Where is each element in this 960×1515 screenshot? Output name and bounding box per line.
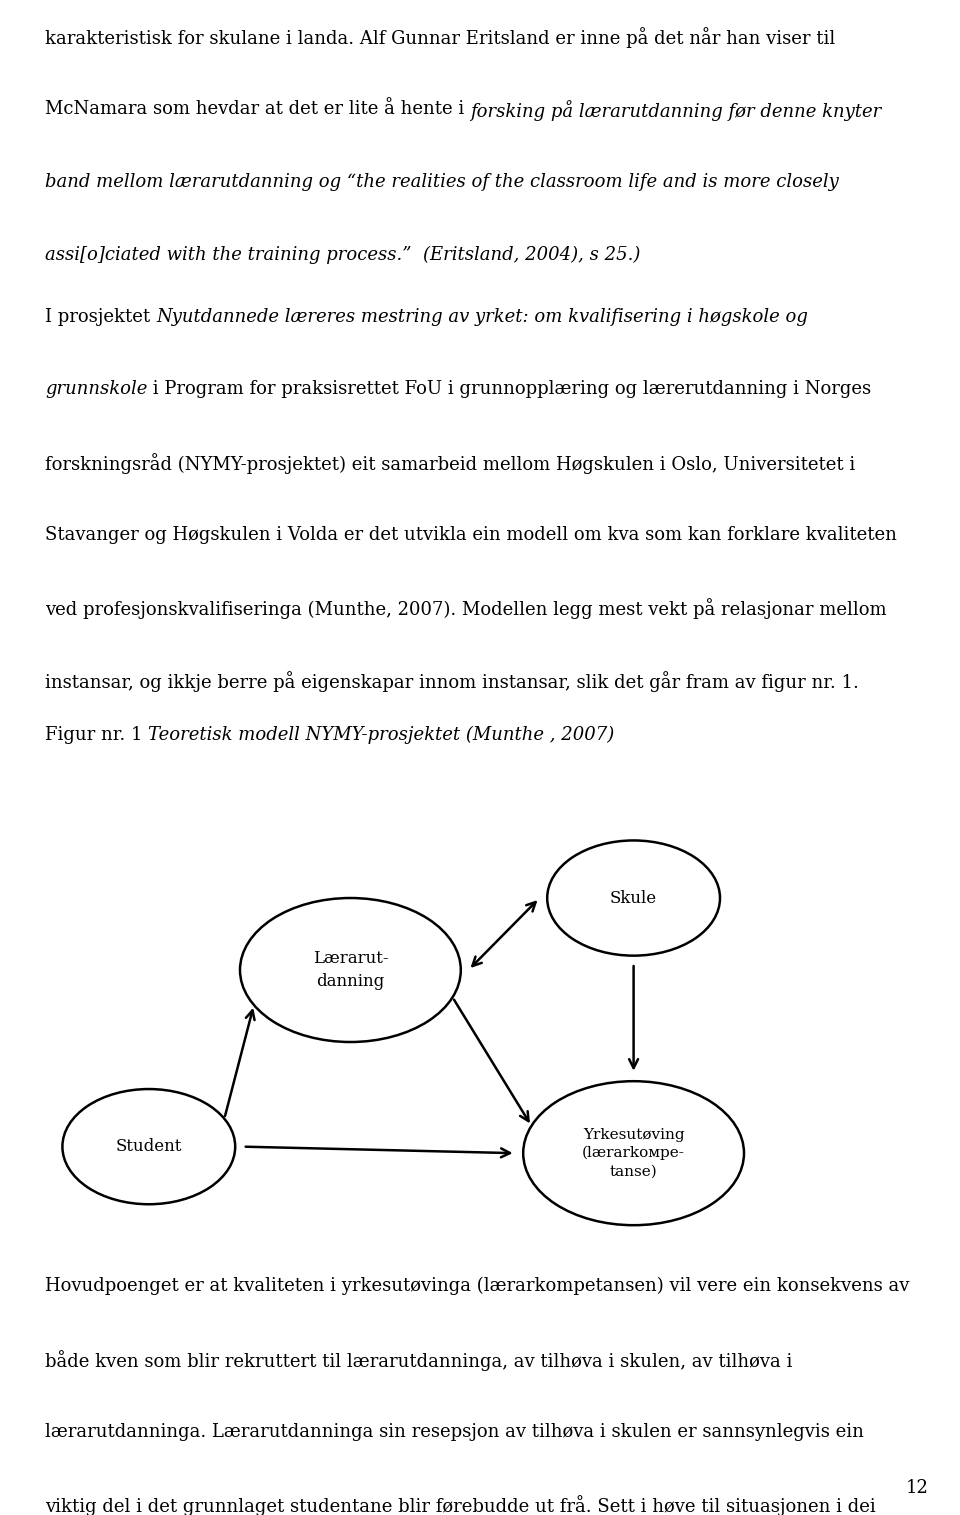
Text: Lærarut-
danning: Lærarut- danning xyxy=(313,950,388,989)
Text: forskningsråd (NYMY-prosjektet) eit samarbeid mellom Høgskulen i Oslo, Universit: forskningsråd (NYMY-prosjektet) eit sama… xyxy=(45,453,855,474)
Text: Teoretisk modell NYMY-prosjektet (Munthe , 2007): Teoretisk modell NYMY-prosjektet (Munthe… xyxy=(149,726,614,744)
Text: Stavanger og Høgskulen i Volda er det utvikla ein modell om kva som kan forklare: Stavanger og Høgskulen i Volda er det ut… xyxy=(45,526,897,544)
Text: viktig del i det grunnlaget studentane blir førebudde ut frå. Sett i høve til si: viktig del i det grunnlaget studentane b… xyxy=(45,1495,876,1515)
Text: Yrkesutøving
(lærarkомpe-
tanse): Yrkesutøving (lærarkомpe- tanse) xyxy=(582,1127,685,1179)
Text: forsking på lærarutdanning før denne knyter: forsking på lærarutdanning før denne kny… xyxy=(470,100,881,121)
FancyArrowPatch shape xyxy=(629,967,638,1068)
Text: Student: Student xyxy=(115,1138,182,1154)
Text: band mellom lærarutdanning og “the realities of the classroom life and is more c: band mellom lærarutdanning og “the reali… xyxy=(45,173,839,191)
Text: lærarutdanninga. Lærarutdanninga sin resepsjon av tilhøva i skulen er sannsynleg: lærarutdanninga. Lærarutdanninga sin res… xyxy=(45,1423,864,1441)
Text: Skule: Skule xyxy=(610,889,658,906)
Text: assi[o]ciated with the training process.”  (Eritsland, 2004), s 25.): assi[o]ciated with the training process.… xyxy=(45,245,640,264)
Text: I prosjektet: I prosjektet xyxy=(45,308,156,326)
Text: ved profesjonskvalifiseringa (Munthe, 2007). Modellen legg mest vekt på relasjon: ved profesjonskvalifiseringa (Munthe, 20… xyxy=(45,598,887,620)
Text: Hovudpoenget er at kvaliteten i yrkesutøvinga (lærarkompetansen) vil vere ein ko: Hovudpoenget er at kvaliteten i yrkesutø… xyxy=(45,1277,909,1295)
Text: både kven som blir rekruttert til lærarutdanninga, av tilhøva i skulen, av tilhø: både kven som blir rekruttert til læraru… xyxy=(45,1350,793,1371)
Text: i Program for praksisrettet FoU i grunnopplæring og lærerutdanning i Norges: i Program for praksisrettet FoU i grunno… xyxy=(148,380,872,398)
FancyArrowPatch shape xyxy=(246,1147,510,1157)
Text: Figur nr. 1: Figur nr. 1 xyxy=(45,726,149,744)
Text: grunnskole: grunnskole xyxy=(45,380,148,398)
FancyArrowPatch shape xyxy=(454,1000,529,1121)
FancyArrowPatch shape xyxy=(472,901,536,967)
Text: Nyutdannede læreres mestring av yrket: om kvalifisering i høgskole og: Nyutdannede læreres mestring av yrket: o… xyxy=(156,308,808,326)
Text: 12: 12 xyxy=(905,1479,928,1497)
Text: instansar, og ikkje berre på eigenskapar innom instansar, slik det går fram av f: instansar, og ikkje berre på eigenskapar… xyxy=(45,671,859,692)
Text: McNamara som hevdar at det er lite å hente i: McNamara som hevdar at det er lite å hen… xyxy=(45,100,470,118)
Text: karakteristisk for skulane i landa. Alf Gunnar Eritsland er inne på det når han : karakteristisk for skulane i landa. Alf … xyxy=(45,27,835,48)
FancyArrowPatch shape xyxy=(225,1011,254,1117)
